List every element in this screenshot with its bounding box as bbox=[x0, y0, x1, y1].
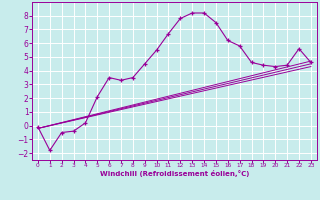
X-axis label: Windchill (Refroidissement éolien,°C): Windchill (Refroidissement éolien,°C) bbox=[100, 170, 249, 177]
